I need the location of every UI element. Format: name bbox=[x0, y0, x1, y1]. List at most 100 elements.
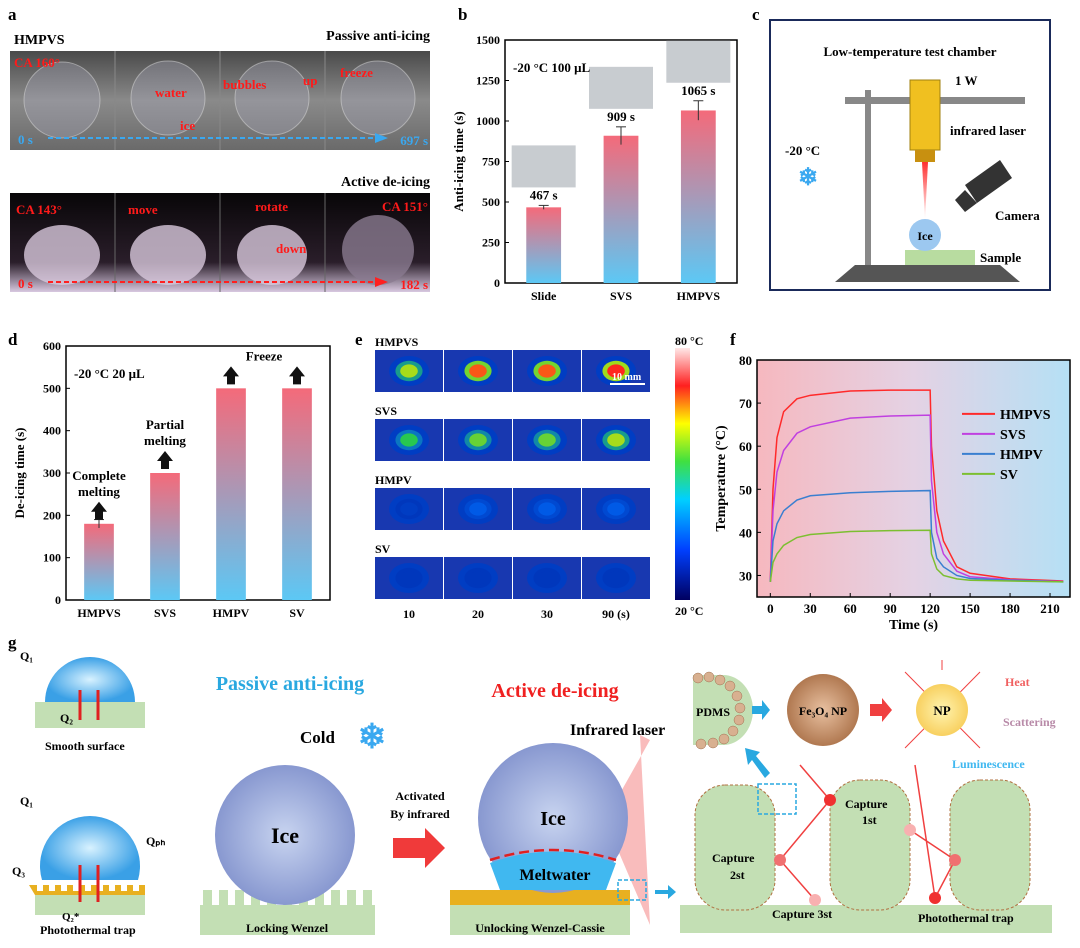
hotspot bbox=[538, 571, 556, 585]
q1-label: Q₁ bbox=[20, 649, 33, 663]
bubbles-label: bubbles bbox=[223, 77, 266, 92]
activated-label: Activated bbox=[395, 789, 445, 803]
capture-1st-ord: 1st bbox=[862, 813, 877, 827]
y-tick-label: 500 bbox=[43, 381, 61, 395]
hotspot bbox=[469, 364, 487, 378]
x-tick-label: 210 bbox=[1040, 601, 1060, 616]
y-tick-label: 100 bbox=[43, 551, 61, 565]
x-tick-label: Slide bbox=[531, 289, 557, 303]
passive-title: Passive anti-icing bbox=[326, 29, 430, 44]
move-label: move bbox=[128, 202, 158, 217]
time-label: 30 bbox=[541, 607, 553, 621]
qph-label: Qₚₕ bbox=[146, 834, 165, 848]
hotspot bbox=[469, 502, 487, 516]
y-tick-label: 0 bbox=[494, 276, 500, 290]
colorbar-max: 80 °C bbox=[675, 334, 703, 348]
y-tick-label: 750 bbox=[482, 155, 500, 169]
bar bbox=[603, 135, 639, 283]
locking-wenzel-label: Locking Wenzel bbox=[246, 921, 329, 935]
panel-label-e: e bbox=[355, 330, 363, 349]
y-tick-label: 600 bbox=[43, 339, 61, 353]
hotspot bbox=[400, 571, 418, 585]
active-title: Active de-icing bbox=[341, 175, 430, 190]
y-tick-label: 1500 bbox=[476, 33, 500, 47]
meltwater-label: Meltwater bbox=[519, 867, 590, 884]
hotspot bbox=[400, 364, 418, 378]
colorbar-min: 20 °C bbox=[675, 604, 703, 618]
panel-label-d: d bbox=[8, 330, 18, 349]
legend-label: SVS bbox=[1000, 428, 1026, 443]
bar bbox=[282, 388, 312, 600]
up-label: up bbox=[303, 73, 317, 88]
scale-bar-label: 10 mm bbox=[612, 372, 642, 383]
data-label: 467 s bbox=[530, 187, 558, 202]
x-tick-label: HMPVS bbox=[677, 289, 721, 303]
annotation: melting bbox=[78, 484, 120, 499]
freeze-label: freeze bbox=[340, 65, 373, 80]
condition-label: -20 °C 20 μL bbox=[74, 366, 145, 381]
hotspot bbox=[469, 571, 487, 585]
x-tick-label: 90 bbox=[884, 601, 897, 616]
x-tick-label: SVS bbox=[610, 289, 632, 303]
np-label: NP bbox=[933, 703, 950, 718]
y-tick-label: 60 bbox=[739, 439, 752, 454]
active-de-icing-title: Active de-icing bbox=[491, 680, 618, 702]
capture-2st-label: Capture bbox=[712, 851, 755, 865]
laser-power: 1 W bbox=[955, 73, 978, 88]
capture-2st-ord: 2st bbox=[730, 868, 745, 882]
arrow-up-icon bbox=[91, 501, 107, 520]
time-label: 90 (s) bbox=[602, 607, 630, 621]
x-tick-label: 60 bbox=[844, 601, 857, 616]
row-label: SVS bbox=[375, 404, 397, 418]
legend-label: SV bbox=[1000, 468, 1018, 483]
q2-label: Q₂ bbox=[60, 711, 73, 725]
x-tick-label: HMPV bbox=[213, 606, 250, 620]
annotation: Complete bbox=[72, 468, 126, 483]
luminescence-label: Luminescence bbox=[952, 757, 1025, 771]
snowflake-icon: ❄ bbox=[358, 719, 387, 756]
y-tick-label: 30 bbox=[739, 568, 752, 583]
y-axis-label: Temperature (°C) bbox=[714, 425, 729, 532]
micro-pillar bbox=[203, 890, 212, 906]
y-axis-label: Anti-icing time (s) bbox=[451, 111, 466, 211]
bar bbox=[216, 388, 246, 600]
rotate-label: rotate bbox=[255, 199, 288, 214]
laser-icon bbox=[909, 79, 941, 151]
x-tick-label: SV bbox=[289, 606, 305, 620]
x-tick-label: HMPVS bbox=[77, 606, 121, 620]
arrow-up-icon bbox=[289, 366, 305, 385]
panel-label-c: c bbox=[752, 5, 760, 24]
temperature-label: -20 °C bbox=[785, 143, 820, 158]
infrared-laser-label: Infrared laser bbox=[570, 722, 665, 739]
panel-label-a: a bbox=[8, 5, 17, 24]
by-infrared-label: By infrared bbox=[390, 807, 450, 821]
row-label: HMPVS bbox=[375, 335, 419, 349]
panel-label-g: g bbox=[8, 633, 17, 652]
plot-area bbox=[756, 359, 1071, 598]
hotspot bbox=[469, 433, 487, 447]
y-tick-label: 40 bbox=[739, 525, 752, 540]
x-tick-label: 0 bbox=[767, 601, 774, 616]
contact-angle-start: CA 143° bbox=[16, 202, 62, 217]
micro-pillar bbox=[347, 890, 356, 906]
sample-label: Sample bbox=[980, 250, 1021, 265]
x-tick-label: 150 bbox=[960, 601, 980, 616]
camera-icon bbox=[955, 160, 1012, 212]
colorbar bbox=[675, 348, 690, 600]
condition-label: -20 °C 100 μL bbox=[513, 60, 591, 75]
x-tick-label: 180 bbox=[1000, 601, 1020, 616]
hotspot bbox=[538, 502, 556, 516]
panel-a: HMPVS Passive anti-icing CA 160° water i… bbox=[10, 29, 430, 292]
y-tick-label: 1000 bbox=[476, 114, 500, 128]
x-tick-label: SVS bbox=[154, 606, 176, 620]
annotation: Partial bbox=[146, 417, 185, 432]
passive-anti-icing-title: Passive anti-icing bbox=[216, 673, 364, 695]
hotspot bbox=[400, 433, 418, 447]
bar bbox=[150, 473, 180, 600]
chart-b: 0 250 500 750 1000 1250 1500 Slide 467 s SVS 909 s… bbox=[451, 33, 738, 303]
panel-e-thermal-images: 80 °C 20 °C HMPVS SVS HMPV SV 10 20 30 90 (s) 10… bbox=[375, 334, 703, 621]
fe3o4-np-label: Fe₃O₄ NP bbox=[799, 704, 847, 718]
ice-label: Ice bbox=[540, 808, 566, 830]
x-tick-label: 120 bbox=[920, 601, 940, 616]
